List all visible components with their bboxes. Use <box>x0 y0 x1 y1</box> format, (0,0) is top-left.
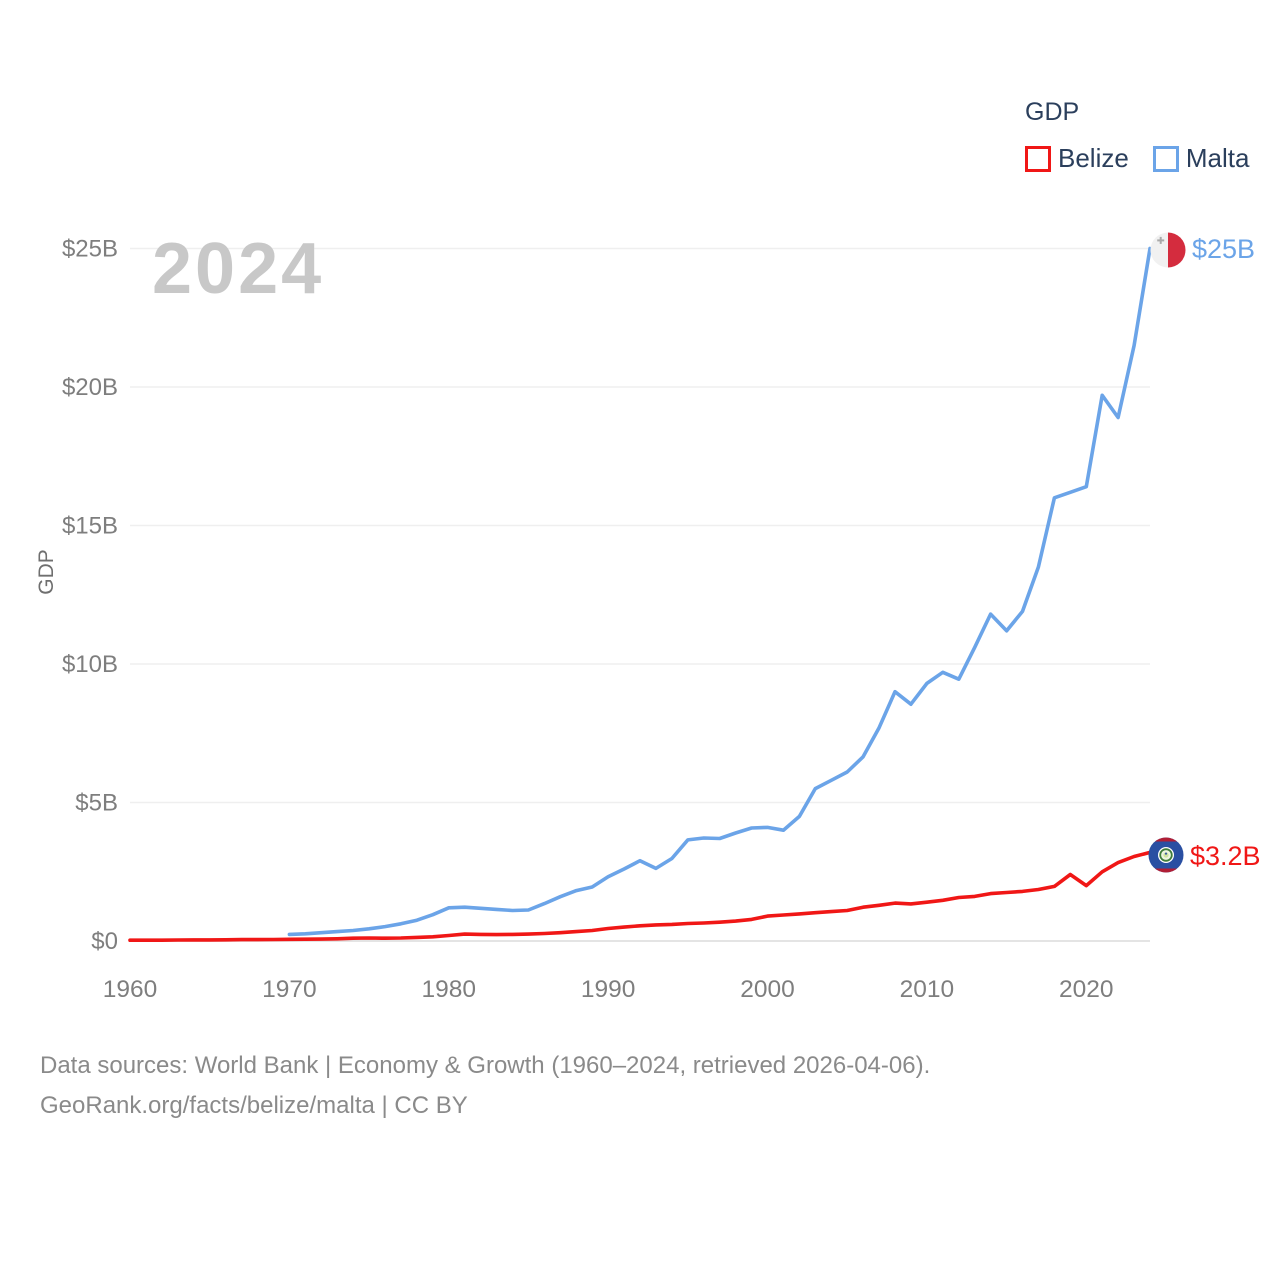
x-tick-label: 2020 <box>1059 976 1114 1003</box>
legend-item-malta[interactable]: Malta <box>1152 143 1250 174</box>
belize-swatch-icon <box>1025 145 1051 172</box>
footer: Data sources: World Bank | Economy & Gro… <box>40 1046 930 1126</box>
chart-canvas[interactable]: $0 $5B $10B $15B $20B $25B 1960 1970 1980 1990 200… <box>0 0 1280 1030</box>
x-tick-label: 2000 <box>740 976 795 1003</box>
belize-value-label: $3.2B <box>1190 841 1261 871</box>
belize-line[interactable] <box>128 850 1152 943</box>
x-tick-label: 2010 <box>900 976 955 1003</box>
malta-swatch-icon <box>1152 145 1179 172</box>
x-tick-label: 1970 <box>262 976 317 1003</box>
x-tick-label: 1990 <box>581 976 636 1003</box>
y-tick-label: $20B <box>62 374 118 401</box>
y-tick-label: $10B <box>62 651 118 678</box>
footer-data-sources: Data sources: World Bank | Economy & Gro… <box>40 1052 931 1079</box>
chart-legend: GDP Belize Malta <box>1025 98 1249 174</box>
malta-flag-icon <box>1150 232 1186 268</box>
malta-line[interactable] <box>287 246 1152 937</box>
x-tick-label: 1980 <box>421 976 476 1003</box>
legend-title: GDP <box>1025 98 1080 126</box>
legend-items: Belize Malta <box>1025 143 1249 174</box>
legend-label-belize: Belize <box>1058 143 1129 173</box>
y-tick-label: $25B <box>62 236 118 263</box>
malta-value-label: $25B <box>1192 234 1256 264</box>
footer-attribution-link: GeoRank.org/facts/belize/malta | CC BY <box>40 1092 468 1119</box>
y-tick-label: $5B <box>75 790 118 817</box>
legend-label-malta: Malta <box>1185 143 1250 173</box>
legend-item-belize[interactable]: Belize <box>1025 143 1129 174</box>
y-tick-label: $15B <box>62 513 118 540</box>
y-tick-label: $0 <box>91 928 118 955</box>
x-tick-label: 1960 <box>103 976 158 1003</box>
belize-flag-icon <box>1148 837 1184 873</box>
